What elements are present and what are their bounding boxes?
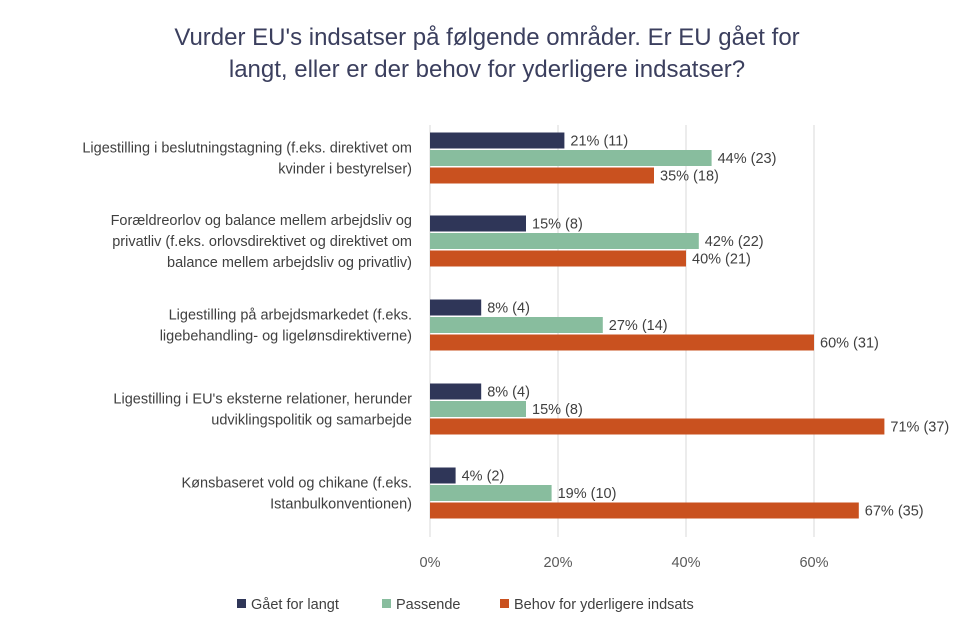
data-label: 67% (35) (865, 504, 924, 520)
bar (430, 485, 552, 501)
bar (430, 150, 712, 166)
legend-label: Gået for langt (251, 597, 339, 613)
category-label: Ligestilling i beslutningstagning (f.eks… (82, 141, 412, 157)
data-label: 19% (10) (558, 486, 617, 502)
category-label: balance mellem arbejdsliv og privatliv) (167, 255, 412, 271)
data-label: 15% (8) (532, 402, 583, 418)
legend-swatch (237, 599, 246, 608)
bar (430, 215, 526, 232)
x-tick-label: 60% (799, 555, 828, 571)
category-label: Ligestilling i EU's eksterne relationer,… (113, 392, 412, 408)
bar (430, 299, 482, 316)
data-label: 60% (31) (820, 336, 879, 352)
category-label: udviklingspolitik og samarbejde (211, 413, 412, 429)
data-label: 4% (2) (462, 469, 505, 485)
legend-swatch (500, 599, 509, 608)
data-label: 27% (14) (609, 318, 668, 334)
bar (430, 250, 686, 267)
data-label: 42% (22) (705, 234, 764, 250)
data-label: 71% (37) (890, 420, 949, 436)
bar (430, 317, 603, 333)
data-label: 40% (21) (692, 252, 751, 268)
data-label: 35% (18) (660, 169, 719, 185)
bar (430, 401, 526, 417)
legend-label: Behov for yderligere indsats (514, 597, 694, 613)
bar (430, 502, 859, 519)
data-label: 44% (23) (718, 151, 777, 167)
data-label: 21% (11) (570, 134, 628, 150)
bar (430, 233, 699, 249)
x-tick-label: 20% (543, 555, 572, 571)
x-tick-label: 40% (671, 555, 700, 571)
chart-title-line: Vurder EU's indsatser på følgende område… (174, 24, 799, 51)
x-tick-label: 0% (420, 555, 441, 571)
bar (430, 383, 482, 400)
bar (430, 132, 565, 149)
bar (430, 418, 885, 435)
category-label: privatliv (f.eks. orlovsdirektivet og di… (112, 234, 412, 250)
bar (430, 334, 814, 351)
category-label: kvinder i bestyrelser) (278, 162, 412, 178)
data-label: 15% (8) (532, 217, 583, 233)
legend-swatch (382, 599, 391, 608)
category-label: Kønsbaseret vold og chikane (f.eks. (181, 476, 412, 492)
data-label: 8% (4) (487, 385, 530, 401)
category-label: Ligestilling på arbejdsmarkedet (f.eks. (169, 308, 412, 324)
chart-title-line: langt, eller er der behov for yderligere… (229, 56, 745, 83)
data-label: 8% (4) (487, 301, 530, 317)
bar (430, 167, 654, 184)
category-label: ligebehandling- og ligelønsdirektiverne) (160, 329, 412, 345)
bar (430, 467, 456, 484)
legend-label: Passende (396, 597, 461, 613)
category-label: Forældreorlov og balance mellem arbejdsl… (111, 213, 412, 229)
category-label: Istanbulkonventionen) (270, 497, 412, 513)
